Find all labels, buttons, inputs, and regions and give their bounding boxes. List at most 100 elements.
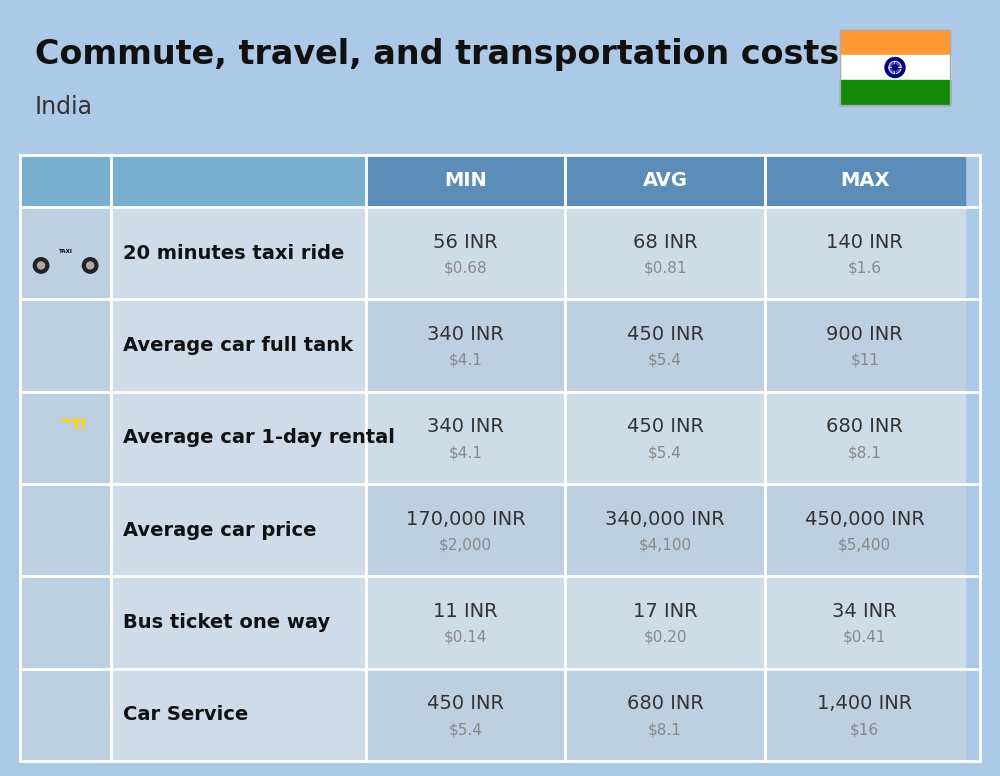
Circle shape bbox=[81, 444, 96, 459]
FancyBboxPatch shape bbox=[68, 608, 81, 621]
Bar bbox=[20, 300, 111, 392]
Text: $11: $11 bbox=[850, 353, 879, 368]
Text: $16: $16 bbox=[850, 722, 879, 737]
Text: 56 INR: 56 INR bbox=[433, 233, 498, 251]
Bar bbox=[840, 55, 950, 80]
Text: MIN: MIN bbox=[444, 171, 487, 190]
Circle shape bbox=[85, 449, 92, 456]
Text: 340 INR: 340 INR bbox=[427, 325, 504, 344]
Circle shape bbox=[889, 61, 901, 74]
Text: 450 INR: 450 INR bbox=[427, 695, 504, 713]
Bar bbox=[111, 207, 366, 300]
Circle shape bbox=[47, 685, 63, 701]
Bar bbox=[41, 693, 67, 712]
Bar bbox=[20, 392, 111, 484]
Circle shape bbox=[40, 733, 46, 739]
Circle shape bbox=[51, 689, 59, 698]
Text: 140 INR: 140 INR bbox=[826, 233, 903, 251]
Bar bbox=[111, 300, 366, 392]
Text: Commute, travel, and transportation costs: Commute, travel, and transportation cost… bbox=[35, 38, 839, 71]
Text: 340,000 INR: 340,000 INR bbox=[605, 510, 725, 528]
Bar bbox=[111, 392, 366, 484]
Circle shape bbox=[893, 65, 898, 70]
Circle shape bbox=[87, 541, 94, 548]
Text: 340 INR: 340 INR bbox=[427, 417, 504, 436]
Text: $0.41: $0.41 bbox=[843, 630, 887, 645]
Text: $1.6: $1.6 bbox=[848, 261, 882, 275]
Text: $0.14: $0.14 bbox=[444, 630, 487, 645]
Circle shape bbox=[86, 733, 91, 739]
Bar bbox=[20, 669, 111, 761]
Bar bbox=[366, 207, 565, 300]
FancyBboxPatch shape bbox=[27, 520, 104, 542]
Text: 34 INR: 34 INR bbox=[832, 602, 897, 621]
Bar bbox=[366, 155, 565, 207]
Circle shape bbox=[39, 449, 46, 456]
Bar bbox=[38, 372, 76, 376]
Bar bbox=[565, 300, 765, 392]
Circle shape bbox=[85, 635, 99, 649]
Text: Average car full tank: Average car full tank bbox=[123, 336, 353, 355]
Bar bbox=[111, 577, 366, 669]
FancyBboxPatch shape bbox=[23, 601, 108, 640]
Circle shape bbox=[82, 536, 98, 552]
Bar bbox=[840, 30, 950, 105]
Circle shape bbox=[35, 444, 51, 459]
Circle shape bbox=[87, 262, 94, 269]
Bar bbox=[20, 155, 111, 207]
Text: $0.68: $0.68 bbox=[444, 261, 487, 275]
FancyBboxPatch shape bbox=[46, 328, 71, 342]
Circle shape bbox=[82, 258, 98, 273]
Bar bbox=[565, 484, 765, 577]
FancyBboxPatch shape bbox=[87, 608, 100, 621]
Bar bbox=[765, 155, 965, 207]
FancyBboxPatch shape bbox=[46, 230, 63, 242]
Text: $4.1: $4.1 bbox=[449, 353, 482, 368]
FancyBboxPatch shape bbox=[49, 608, 62, 621]
Bar bbox=[565, 669, 765, 761]
FancyBboxPatch shape bbox=[48, 417, 63, 429]
Text: TAXI: TAXI bbox=[59, 249, 73, 254]
Circle shape bbox=[89, 639, 95, 645]
Circle shape bbox=[32, 528, 40, 536]
Circle shape bbox=[885, 57, 905, 78]
Bar bbox=[765, 484, 965, 577]
Circle shape bbox=[38, 262, 45, 269]
Text: 680 INR: 680 INR bbox=[627, 695, 704, 713]
Bar bbox=[765, 300, 965, 392]
Text: $4.1: $4.1 bbox=[449, 445, 482, 460]
Text: India: India bbox=[35, 95, 93, 119]
Text: $8.1: $8.1 bbox=[648, 722, 682, 737]
Text: 680 INR: 680 INR bbox=[826, 417, 903, 436]
Circle shape bbox=[36, 729, 49, 743]
Text: $8.1: $8.1 bbox=[848, 445, 882, 460]
Bar bbox=[765, 669, 965, 761]
Bar bbox=[840, 30, 950, 55]
FancyBboxPatch shape bbox=[67, 417, 83, 429]
FancyBboxPatch shape bbox=[48, 705, 63, 715]
Bar bbox=[111, 484, 366, 577]
FancyBboxPatch shape bbox=[45, 227, 87, 243]
FancyBboxPatch shape bbox=[67, 230, 84, 242]
FancyBboxPatch shape bbox=[45, 507, 87, 522]
Bar bbox=[565, 207, 765, 300]
Bar bbox=[111, 155, 366, 207]
FancyBboxPatch shape bbox=[46, 510, 63, 521]
Circle shape bbox=[52, 318, 65, 331]
Bar bbox=[111, 669, 366, 761]
Bar bbox=[366, 392, 565, 484]
Bar bbox=[765, 207, 965, 300]
FancyBboxPatch shape bbox=[46, 415, 85, 430]
Text: 170,000 INR: 170,000 INR bbox=[406, 510, 525, 528]
FancyArrowPatch shape bbox=[79, 329, 91, 334]
Text: 17 INR: 17 INR bbox=[633, 602, 697, 621]
Bar bbox=[366, 669, 565, 761]
Bar bbox=[840, 80, 950, 105]
Circle shape bbox=[33, 258, 49, 273]
Circle shape bbox=[91, 528, 100, 536]
Text: $0.20: $0.20 bbox=[643, 630, 687, 645]
FancyBboxPatch shape bbox=[31, 608, 44, 621]
FancyBboxPatch shape bbox=[68, 705, 83, 715]
Text: $0.81: $0.81 bbox=[643, 261, 687, 275]
Text: Bus ticket one way: Bus ticket one way bbox=[123, 613, 330, 632]
